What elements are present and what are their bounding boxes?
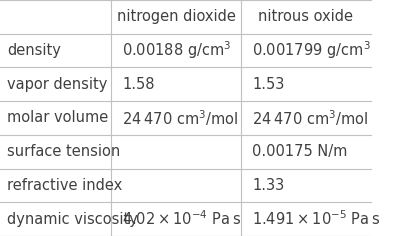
Text: molar volume: molar volume [8, 110, 109, 126]
Text: nitrogen dioxide: nitrogen dioxide [117, 9, 236, 24]
Text: dynamic viscosity: dynamic viscosity [8, 212, 138, 227]
Text: density: density [8, 43, 61, 58]
Text: 24 470 cm$^3$/mol: 24 470 cm$^3$/mol [252, 108, 368, 128]
Text: 0.00188 g/cm$^3$: 0.00188 g/cm$^3$ [122, 40, 232, 61]
Text: 0.001799 g/cm$^3$: 0.001799 g/cm$^3$ [252, 40, 371, 61]
Text: vapor density: vapor density [8, 77, 108, 92]
Text: 24 470 cm$^3$/mol: 24 470 cm$^3$/mol [122, 108, 239, 128]
Text: $1.491\times 10^{-5}$ Pa s: $1.491\times 10^{-5}$ Pa s [252, 210, 380, 228]
Text: refractive index: refractive index [8, 178, 123, 193]
Text: 1.53: 1.53 [252, 77, 284, 92]
Text: nitrous oxide: nitrous oxide [258, 9, 353, 24]
Text: 1.33: 1.33 [252, 178, 284, 193]
Text: 1.58: 1.58 [122, 77, 155, 92]
Text: 0.00175 N/m: 0.00175 N/m [252, 144, 348, 159]
Text: $4.02\times 10^{-4}$ Pa s: $4.02\times 10^{-4}$ Pa s [122, 210, 242, 228]
Text: surface tension: surface tension [8, 144, 121, 159]
